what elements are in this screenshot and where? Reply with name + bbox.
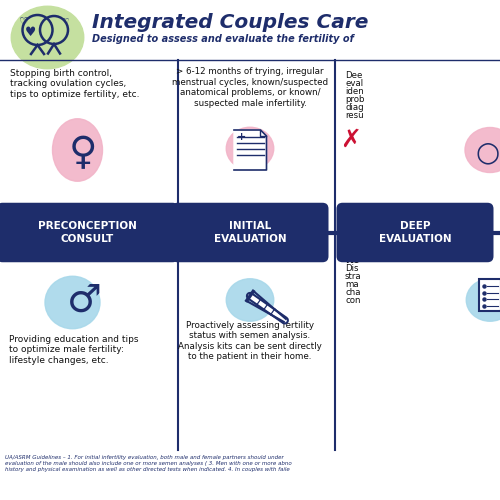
FancyBboxPatch shape	[336, 203, 494, 262]
Text: Dis: Dis	[345, 264, 358, 273]
Text: Proactively assessing fertility
status with semen analysis.
Analysis kits can be: Proactively assessing fertility status w…	[178, 321, 322, 361]
Text: prob: prob	[345, 95, 364, 104]
Text: stra: stra	[345, 272, 362, 281]
Ellipse shape	[466, 279, 500, 322]
Text: Stopping birth control,
tracking ovulation cycles,
tips to optimize fertility, e: Stopping birth control, tracking ovulati…	[10, 69, 140, 99]
Text: > 6-12 months of trying, irregular
menstrual cycles, known/suspected
anatomical : > 6-12 months of trying, irregular menst…	[172, 68, 328, 108]
Text: DEEP
EVALUATION: DEEP EVALUATION	[378, 221, 452, 244]
Ellipse shape	[226, 279, 274, 322]
Text: con: con	[345, 296, 360, 305]
Text: diag: diag	[345, 103, 364, 112]
Ellipse shape	[226, 127, 274, 170]
Text: Designed to assess and evaluate the fertility of: Designed to assess and evaluate the fert…	[92, 34, 354, 44]
Text: ♡: ♡	[61, 18, 69, 27]
FancyBboxPatch shape	[172, 203, 328, 262]
FancyBboxPatch shape	[479, 279, 500, 311]
Text: Providing education and tips
to optimize male fertility:
lifestyle changes, etc.: Providing education and tips to optimize…	[9, 335, 138, 365]
Ellipse shape	[11, 6, 84, 68]
Text: UA/ASRM Guidelines – 1. For initial infertility evaluation, both male and female: UA/ASRM Guidelines – 1. For initial infe…	[5, 455, 292, 471]
Text: +: +	[237, 132, 246, 142]
Text: ♀: ♀	[68, 134, 97, 172]
Text: ma: ma	[345, 280, 358, 289]
Text: Integrated Couples Care: Integrated Couples Care	[92, 13, 369, 32]
Polygon shape	[234, 130, 266, 170]
Ellipse shape	[52, 118, 102, 181]
Text: ○: ○	[476, 138, 500, 166]
Ellipse shape	[45, 276, 100, 329]
Ellipse shape	[465, 128, 500, 172]
Text: ♂: ♂	[66, 282, 102, 320]
Text: eval: eval	[345, 79, 363, 88]
Text: INITIAL
EVALUATION: INITIAL EVALUATION	[214, 221, 286, 244]
Text: Dee: Dee	[345, 71, 362, 80]
Text: iden: iden	[345, 87, 364, 96]
Text: cha: cha	[345, 288, 360, 297]
Text: resu: resu	[345, 111, 364, 120]
Text: ♥: ♥	[26, 26, 36, 39]
Text: ♡: ♡	[19, 16, 29, 26]
Text: PRECONCEPTION
CONSULT: PRECONCEPTION CONSULT	[38, 221, 137, 244]
FancyBboxPatch shape	[0, 203, 178, 262]
Text: ✗: ✗	[340, 128, 361, 152]
Text: No: No	[345, 255, 360, 265]
